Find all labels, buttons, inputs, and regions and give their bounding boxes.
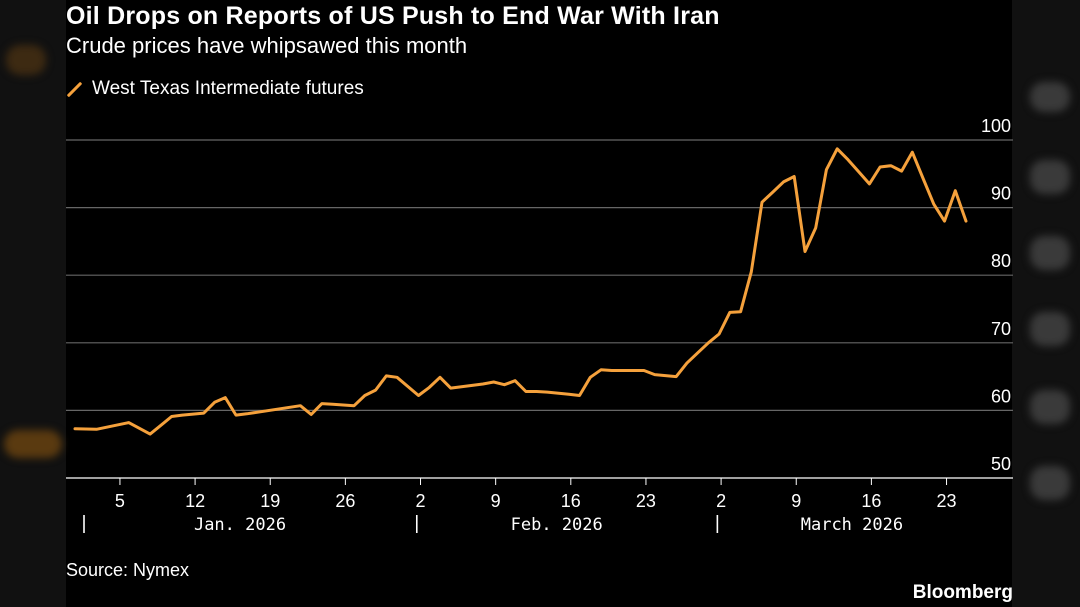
bloomberg-logo: Bloomberg <box>912 582 1013 603</box>
x-tick-label: 9 <box>791 491 801 511</box>
blurred-shape <box>1030 82 1070 112</box>
y-axis-ticks: 50 60 70 80 90 100 <box>981 116 1011 474</box>
series-layer <box>73 147 968 436</box>
month-label: March 2026 <box>801 515 903 535</box>
blurred-shape <box>1030 236 1070 270</box>
blurred-shape <box>6 45 46 75</box>
y-tick-label: 70 <box>991 319 1011 339</box>
x-tick-label: 23 <box>937 491 957 511</box>
y-tick-label: 90 <box>991 184 1011 204</box>
y-tick-label: 100 <box>981 116 1011 136</box>
x-tick-label: 16 <box>561 491 581 511</box>
blurred-shape <box>1030 390 1070 424</box>
y-tick-label: 50 <box>991 454 1011 474</box>
x-tick-label: 2 <box>416 491 426 511</box>
right-background-panel <box>1012 0 1080 607</box>
blurred-shape <box>1030 312 1070 346</box>
x-tick-label: 5 <box>115 491 125 511</box>
source-note: Source: Nymex <box>66 560 190 580</box>
x-tick-label: 23 <box>636 491 656 511</box>
x-tick-label: 19 <box>260 491 280 511</box>
blurred-shape <box>1030 160 1070 194</box>
blurred-shape <box>4 430 62 458</box>
chart-legend: West Texas Intermediate futures <box>66 78 364 100</box>
chart-title: Oil Drops on Reports of US Push to End W… <box>66 2 720 30</box>
chart-subtitle: Crude prices have whipsawed this month <box>66 33 468 58</box>
grid-lines <box>66 139 1013 411</box>
y-tick-label: 60 <box>991 386 1011 406</box>
x-tick-label: 12 <box>185 491 205 511</box>
x-tick-label: 26 <box>335 491 355 511</box>
x-axis: 5 12 19 26 2 9 16 23 2 9 16 23 Jan. 2026 Feb. 2026 Mar… <box>66 477 1013 535</box>
x-tick-label: 2 <box>716 491 726 511</box>
month-label: Feb. 2026 <box>511 515 603 535</box>
left-background-panel <box>0 0 66 607</box>
x-tick-label: 9 <box>491 491 501 511</box>
blurred-shape <box>1030 466 1070 500</box>
y-tick-label: 80 <box>991 251 1011 271</box>
x-tick-label: 16 <box>861 491 881 511</box>
legend-label: West Texas Intermediate futures <box>92 78 364 99</box>
series-line-wti <box>73 147 968 436</box>
month-label: Jan. 2026 <box>194 515 286 535</box>
